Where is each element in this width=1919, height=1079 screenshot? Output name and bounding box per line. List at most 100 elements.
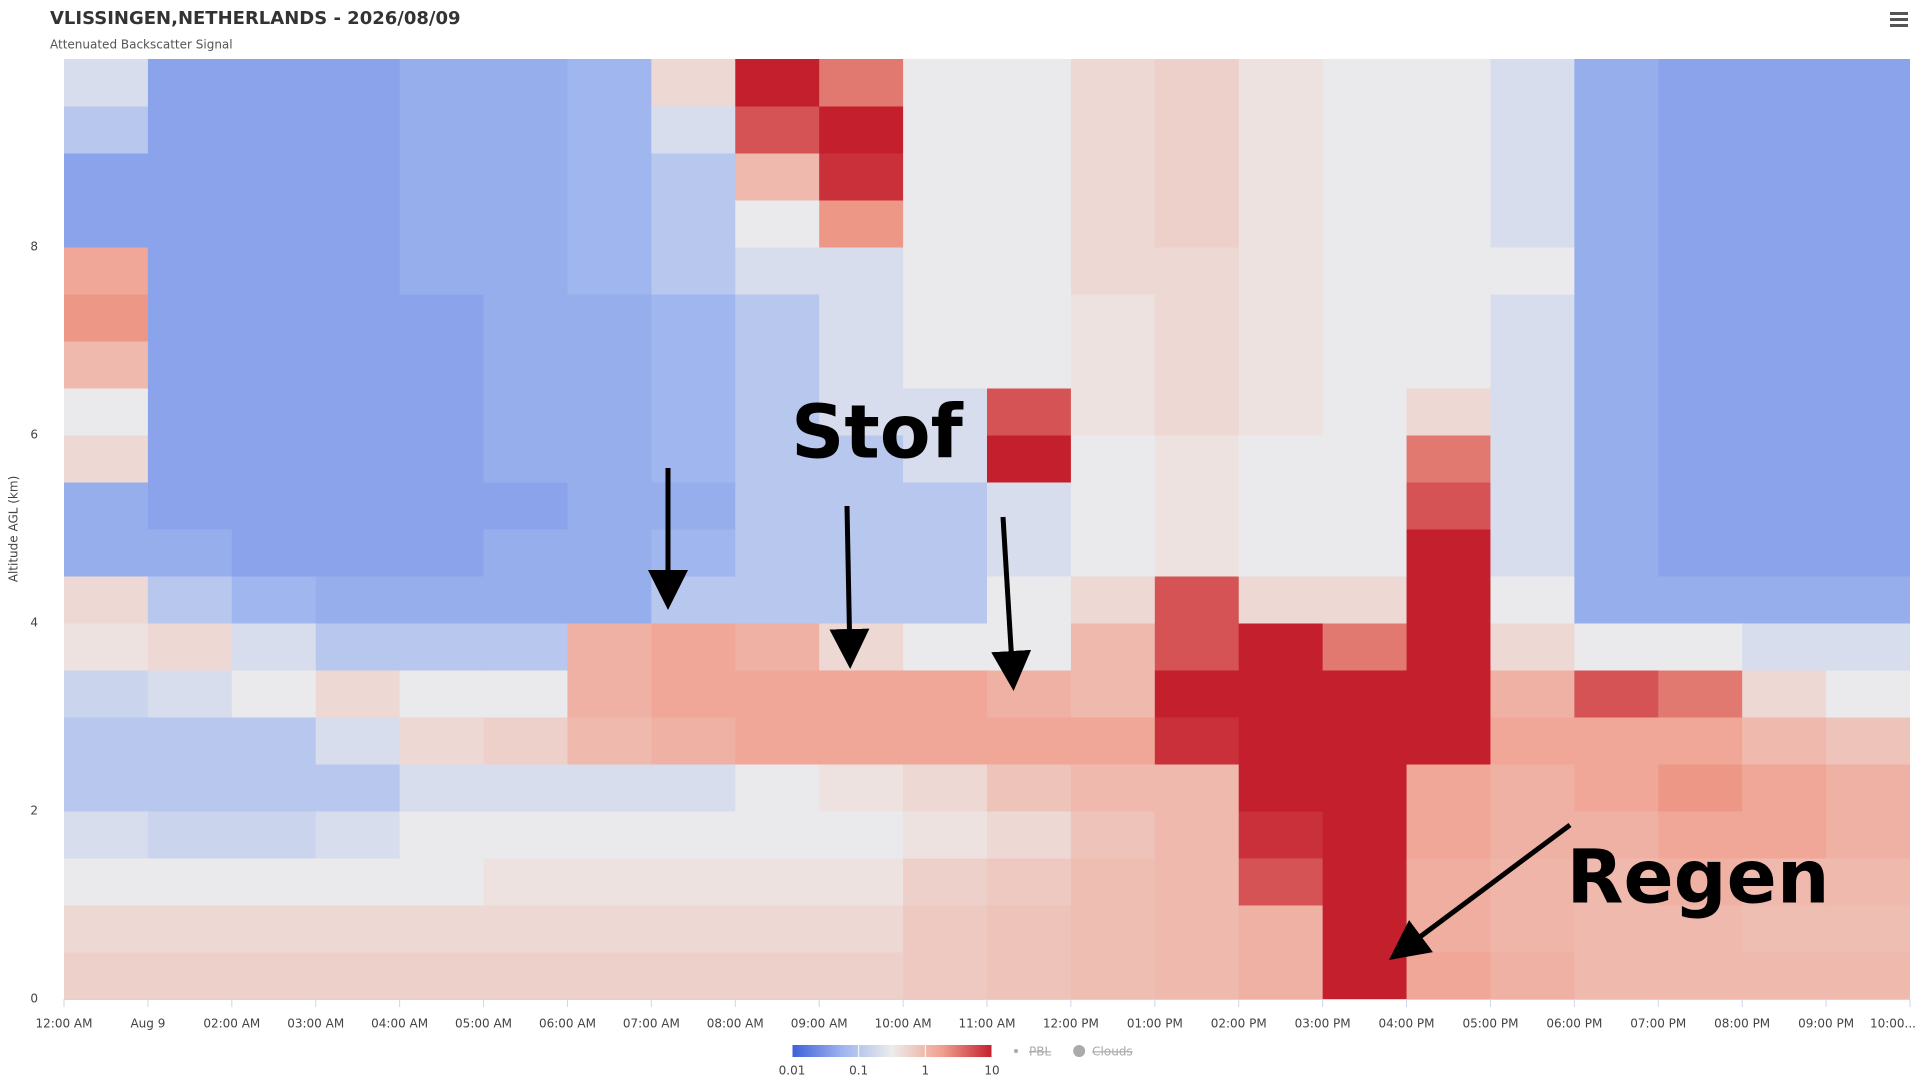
heat-cell [903,388,988,436]
heat-cell [735,905,820,953]
heat-cell [987,388,1072,436]
heat-cell [819,670,904,718]
heat-cell [1742,764,1827,812]
heat-cell [735,59,820,107]
x-tick-label: 06:00 AM [539,1017,596,1031]
heat-cell [1322,764,1408,812]
y-tick-label: 8 [30,240,38,254]
heat-cell [1574,59,1659,107]
heat-cell [1574,247,1659,295]
heat-cell [231,200,317,248]
heat-cell [735,482,820,530]
heat-cell [315,905,401,953]
heat-cell [1574,858,1659,906]
heat-cell [1238,717,1324,765]
legend-item[interactable]: PBL [1014,1045,1051,1059]
heat-cell [1070,388,1156,436]
heat-cell [1238,811,1324,859]
heat-cell [819,106,904,154]
heat-cell [1322,341,1408,389]
color-bar-label: 1 [922,1064,930,1078]
heat-cell [231,952,317,999]
heat-cell [1658,952,1743,999]
heat-cell [1154,764,1240,812]
heat-cell [1070,905,1156,953]
heat-cell [735,294,820,342]
heat-cell [64,529,149,577]
heat-cell [1406,529,1491,577]
heat-cell [483,59,568,107]
heat-cell [315,59,401,107]
heat-cell [1574,717,1659,765]
heat-cell [1406,153,1491,201]
heat-cell [64,576,149,624]
heat-cell [483,247,568,295]
heat-cell [64,153,149,201]
heat-cell [1658,717,1743,765]
heat-cell [1742,482,1827,530]
heat-cell [1238,952,1324,999]
heat-cell [399,106,485,154]
heat-cell [64,905,149,953]
x-tick-label: Aug 9 [130,1017,165,1031]
heat-cell [819,435,904,483]
heat-cell [987,341,1072,389]
heat-cell [231,247,317,295]
heat-cell [819,482,904,530]
heat-cell [1658,153,1743,201]
x-tick-label: 11:00 AM [959,1017,1016,1031]
heat-cell [147,576,233,624]
heat-cell [1742,435,1827,483]
heat-cell [315,153,401,201]
heat-cell [1658,247,1743,295]
heat-cell [64,717,149,765]
heat-cell [1406,717,1491,765]
heat-cell [315,670,401,718]
heat-cell [1154,670,1240,718]
heat-cell [903,717,988,765]
heat-cell [1154,153,1240,201]
heat-cell [399,294,485,342]
legend-item[interactable]: Clouds [1073,1045,1133,1059]
heat-cell [483,529,568,577]
x-tick-label: 05:00 AM [455,1017,512,1031]
heat-cell [1154,623,1240,671]
heat-cell [567,811,652,859]
chart-title: VLISSINGEN,NETHERLANDS - 2026/08/09 [50,8,461,29]
heat-cell [315,811,401,859]
heat-cell [903,200,988,248]
annotation-arrows [648,468,1572,960]
menu-button[interactable] [1890,12,1908,27]
heat-cell [1154,247,1240,295]
heat-cell [1826,388,1910,436]
heat-cell [1658,435,1743,483]
heat-cell [987,200,1072,248]
heat-cell [483,294,568,342]
heat-cell [231,529,317,577]
heat-cell [651,435,736,483]
heat-cell [819,341,904,389]
color-bar [792,1045,992,1057]
heat-cell [987,153,1072,201]
heat-cell [1658,670,1743,718]
heat-cell [987,670,1072,718]
heat-cell [903,435,988,483]
heat-cell [1826,670,1910,718]
heat-cell [1658,576,1743,624]
heat-cell [987,905,1072,953]
heat-cell [651,576,736,624]
heat-cell [567,106,652,154]
color-bar-label: 10 [984,1064,999,1078]
heat-cell [147,623,233,671]
heat-cell [1574,388,1659,436]
heat-cell [1490,952,1575,999]
heat-cell [987,106,1072,154]
heat-cell [315,529,401,577]
y-axis-label: Altitude AGL (km) [7,476,21,583]
heat-cell [1658,858,1743,906]
heat-cell [1322,529,1408,577]
heat-cell [231,106,317,154]
heat-cell [819,153,904,201]
heat-cell [1322,623,1408,671]
heat-cell [1154,294,1240,342]
